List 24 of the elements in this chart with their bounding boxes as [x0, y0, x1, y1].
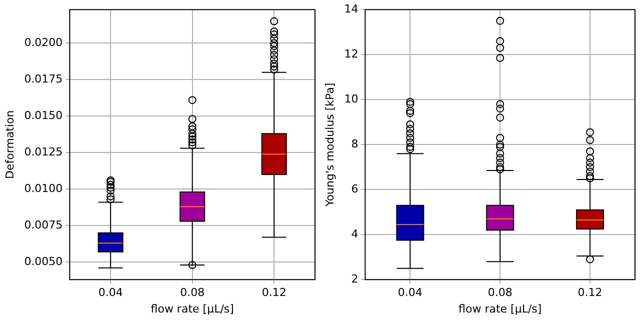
y-axis-title: Deformation [3, 110, 16, 179]
y-tick-label: 6 [351, 182, 358, 196]
x-axis-title: flow rate [µL/s] [458, 302, 542, 316]
y-tick-label: 0.0050 [24, 254, 63, 268]
y-tick-label: 2 [351, 272, 358, 286]
y-tick-label: 14 [344, 2, 358, 16]
y-tick-label: 10 [344, 92, 358, 106]
x-tick-label: 0.08 [488, 286, 512, 300]
y-tick-label: 0.0075 [24, 218, 63, 232]
x-tick-label: 0.12 [578, 286, 602, 300]
y-tick-label: 8 [351, 137, 358, 150]
y-tick-label: 4 [351, 227, 358, 240]
x-tick-label: 0.12 [262, 286, 286, 300]
y-tick-label: 0.0150 [24, 109, 63, 122]
y-axis-title: Young's modulus [kPa] [323, 82, 336, 208]
x-tick-label: 0.04 [398, 286, 422, 300]
x-axis-title: flow rate [µL/s] [150, 302, 234, 316]
y-tick-label: 0.0200 [24, 36, 63, 50]
y-tick-label: 0.0175 [24, 72, 63, 86]
y-tick-label: 12 [344, 47, 358, 60]
y-tick-label: 0.0100 [24, 182, 63, 195]
x-tick-label: 0.04 [98, 286, 123, 300]
x-tick-label: 0.08 [180, 286, 205, 300]
y-tick-label: 0.0125 [24, 145, 63, 158]
